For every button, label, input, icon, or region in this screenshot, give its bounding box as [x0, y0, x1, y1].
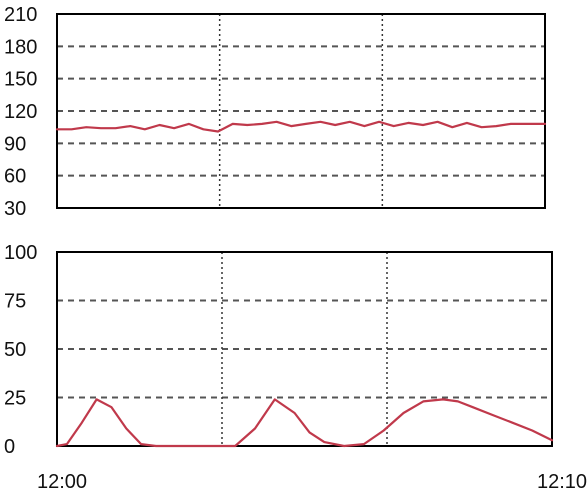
bottom-y-tick-label: 50 — [4, 339, 26, 361]
x-tick-label-start: 12:00 — [37, 471, 87, 493]
x-tick-label-end: 12:10 — [537, 471, 587, 493]
top-y-tick-label: 60 — [4, 166, 26, 188]
bottom-y-tick-label: 25 — [4, 388, 26, 410]
bottom-plot-frame — [56, 251, 553, 447]
top-y-tick-label: 150 — [4, 69, 37, 91]
top-y-tick-label: 90 — [4, 133, 26, 155]
bottom-y-tick-label: 100 — [4, 242, 37, 264]
top-y-tick-label: 30 — [4, 198, 26, 220]
top-plot-frame — [56, 13, 546, 209]
top-y-tick-label: 180 — [4, 36, 37, 58]
bottom-y-tick-label: 0 — [4, 436, 15, 458]
top-y-tick-label: 210 — [4, 4, 37, 26]
bottom-y-tick-label: 75 — [4, 291, 26, 313]
top-y-tick-label: 120 — [4, 101, 37, 123]
bottom-series-line — [55, 398, 554, 448]
top-series-line — [55, 120, 547, 133]
